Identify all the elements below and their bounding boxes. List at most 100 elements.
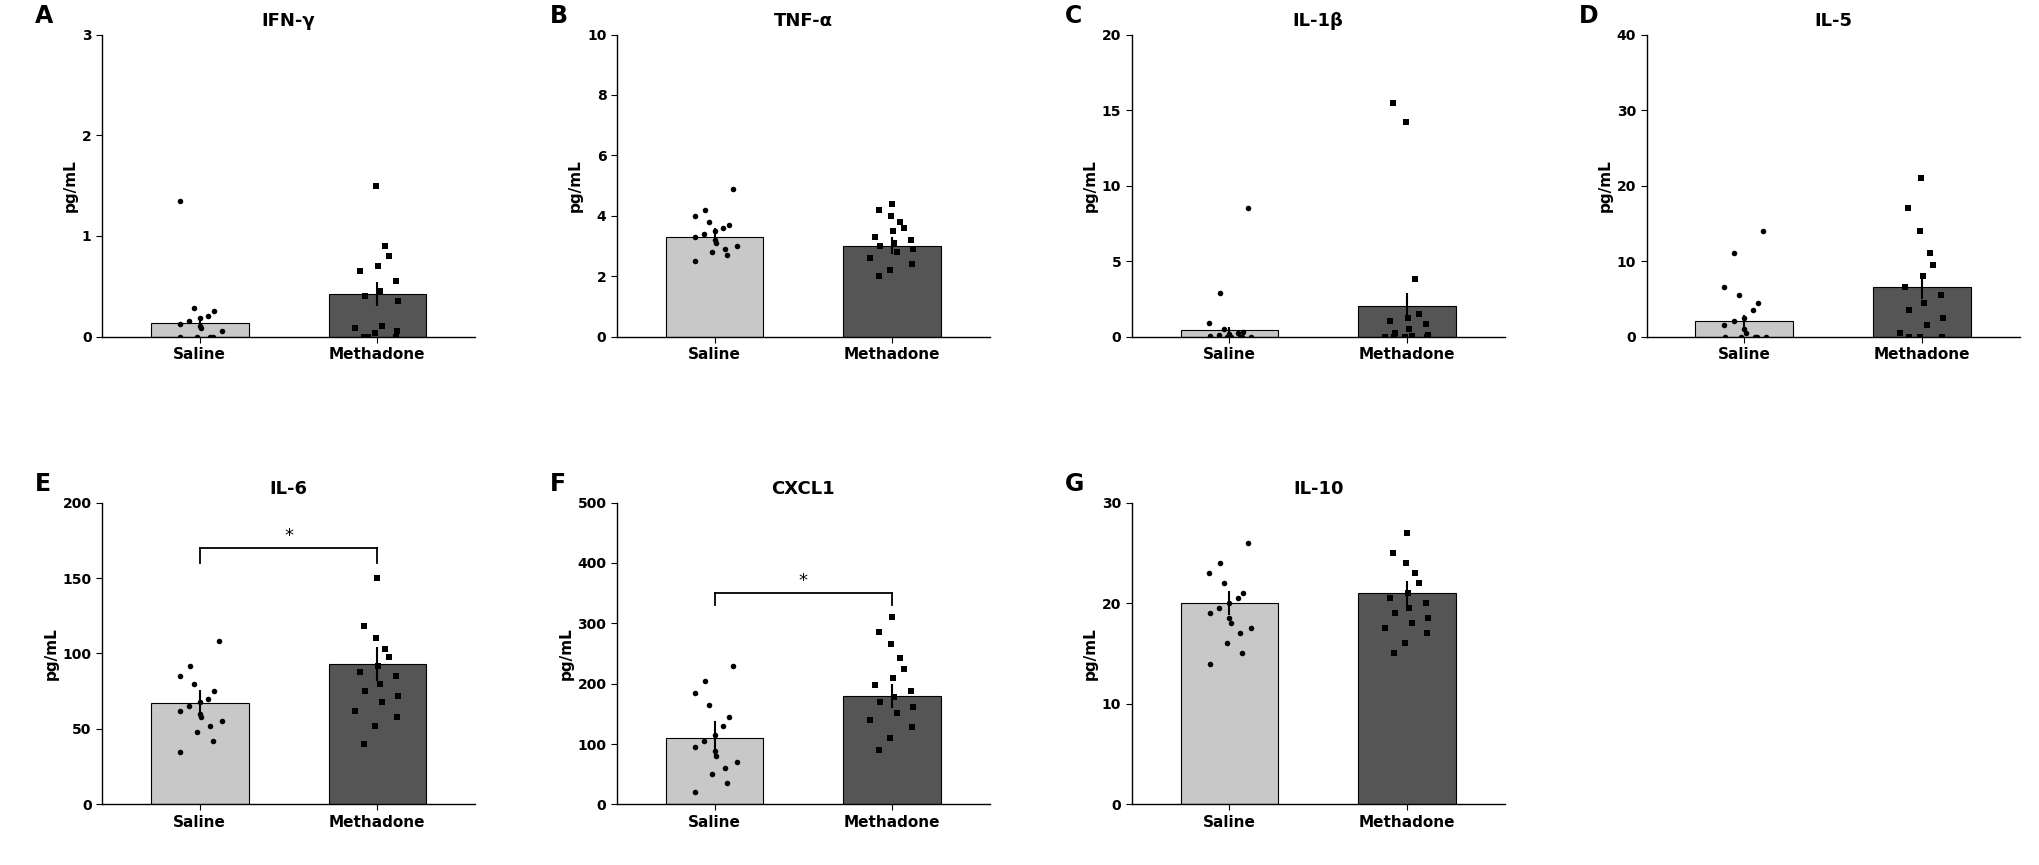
Point [345,664,377,678]
Title: IL-5: IL-5 [1813,12,1851,30]
Point [1213,327,1246,341]
Point [349,289,381,303]
Point [1376,646,1409,660]
Point [1913,247,1945,260]
Point [351,330,383,343]
Point [1234,621,1266,635]
Bar [1181,603,1278,804]
Point [365,695,398,708]
Point [163,317,196,331]
Point [1207,322,1240,336]
Point [1395,617,1427,631]
Point [1368,621,1401,635]
Point [877,690,909,704]
Point [1368,330,1401,343]
Point [875,611,907,625]
Bar [665,738,763,804]
Point [693,698,726,712]
Point [163,194,196,208]
Point [1193,316,1225,330]
Text: C: C [1064,4,1081,29]
Point [206,324,239,338]
Point [718,658,750,672]
Point [881,706,913,720]
Point [365,319,398,333]
Bar [1181,330,1278,336]
Point [677,208,710,222]
Y-axis label: pg/mL: pg/mL [559,627,573,680]
Point [1201,601,1234,615]
Point [1395,329,1427,343]
Point [1225,330,1258,343]
Point [338,322,371,336]
Point [1399,272,1431,286]
Point [1221,327,1254,341]
Point [381,324,414,338]
Title: IL-6: IL-6 [269,480,308,498]
Point [181,330,214,343]
Point [173,315,206,329]
Point [699,749,732,763]
Point [1389,556,1421,570]
Point [369,642,402,656]
Point [687,734,720,748]
Point [1193,330,1225,343]
Point [1904,171,1937,185]
Point [1717,247,1749,260]
Point [181,725,214,739]
Point [361,571,394,585]
Point [1225,646,1258,660]
Point [347,330,379,343]
Point [359,719,391,733]
Point [679,230,712,244]
Point [1902,330,1935,343]
Text: G: G [1064,472,1083,497]
Point [381,294,414,308]
Point [1232,536,1264,550]
Point [697,224,730,238]
Point [1389,115,1421,129]
Point [877,670,909,684]
Y-axis label: pg/mL: pg/mL [43,627,59,680]
Point [1892,303,1925,317]
Point [186,710,218,724]
Point [712,248,744,262]
Point [677,686,710,700]
Title: TNF-α: TNF-α [773,12,832,30]
Point [369,239,402,253]
Point [363,658,396,672]
Point [1193,566,1225,580]
Point [1221,592,1254,606]
Y-axis label: pg/mL: pg/mL [567,159,583,212]
Point [895,721,928,734]
Bar [328,294,426,336]
Text: *: * [283,527,294,545]
Point [1729,326,1762,340]
Point [1209,330,1242,343]
Text: B: B [548,4,567,29]
Bar [1872,287,1970,336]
Point [718,182,750,195]
Point [373,650,406,663]
Point [1906,269,1939,283]
Point [897,242,930,256]
Point [697,728,730,742]
Text: E: E [35,472,51,497]
Point [347,737,379,751]
Point [1409,596,1442,610]
Point [363,676,396,690]
Point [1925,330,1957,343]
Point [1391,586,1423,600]
Point [875,196,907,210]
Bar [328,664,426,804]
Point [192,310,224,324]
Title: IL-10: IL-10 [1293,480,1344,498]
Point [1923,288,1955,302]
Point [679,254,712,268]
Point [184,311,216,325]
Point [712,218,744,232]
Point [379,274,412,288]
Point [381,710,414,724]
Point [1902,224,1935,238]
Point [1739,330,1772,343]
